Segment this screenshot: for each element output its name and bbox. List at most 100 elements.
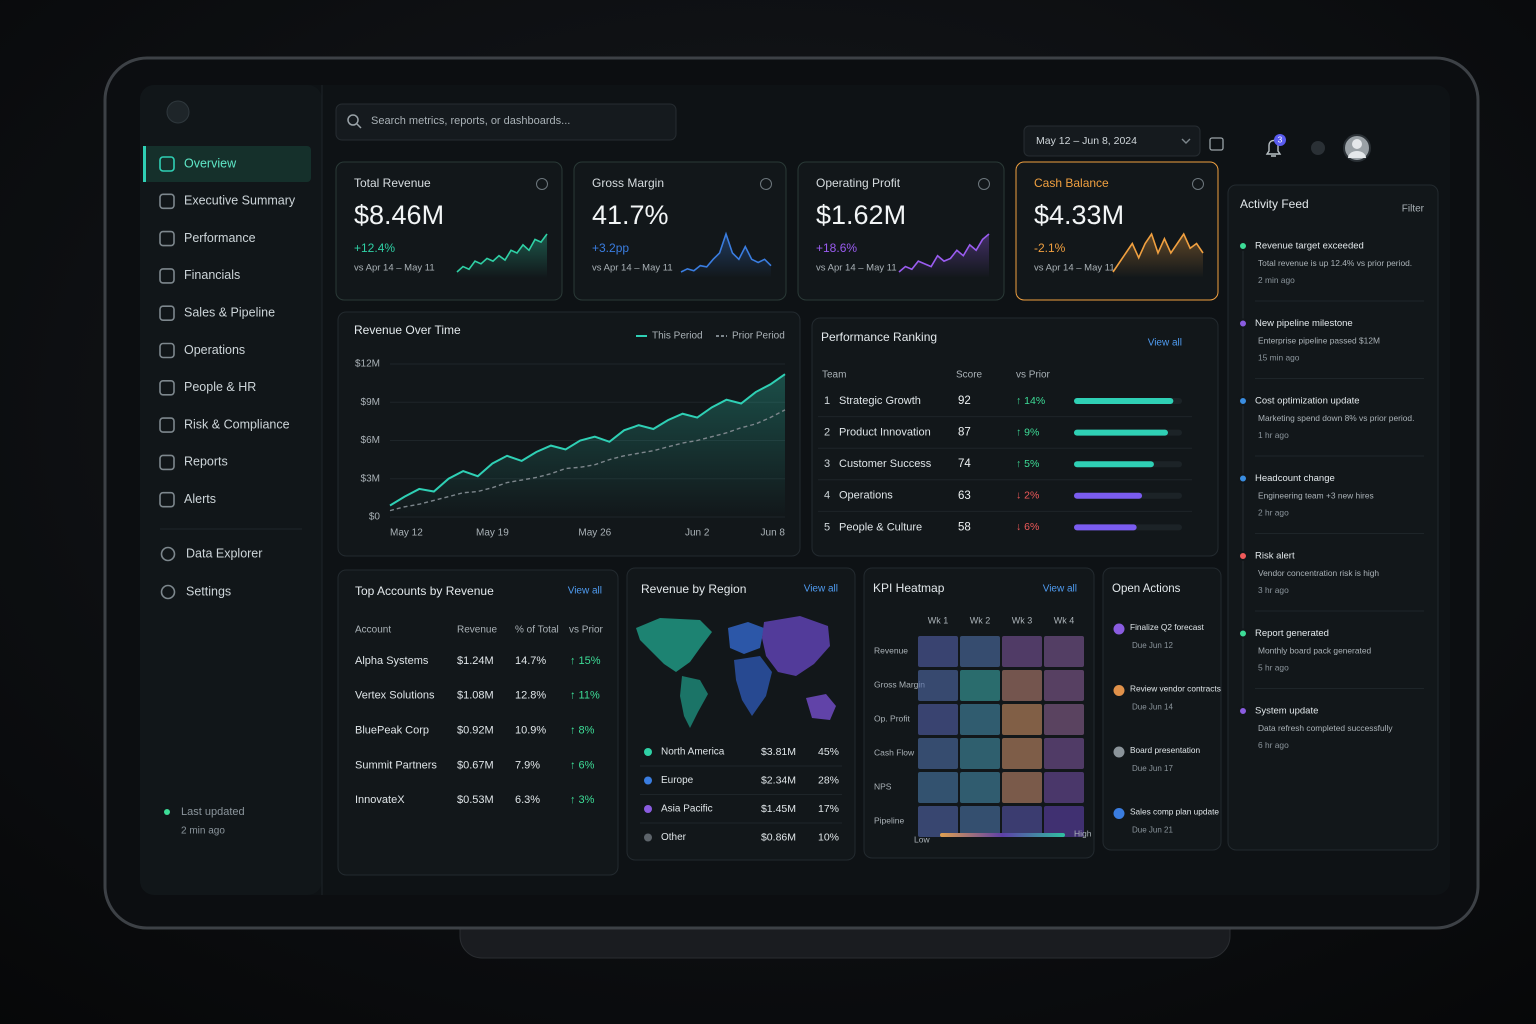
heatmap-cell — [960, 772, 1000, 803]
account-share: 12.8% — [515, 690, 546, 702]
vs-prior: ↑ 5% — [1016, 458, 1039, 470]
heatmap-cell — [1002, 806, 1042, 837]
region-name: Other — [661, 832, 687, 843]
kpi-compare: vs Apr 14 – May 11 — [816, 263, 897, 274]
action-title[interactable]: Board presentation — [1130, 745, 1200, 755]
nav-item[interactable]: Executive Summary — [184, 194, 296, 208]
action-title[interactable]: Review vendor contracts — [1130, 684, 1221, 694]
dropdown-chevron — [1181, 138, 1191, 144]
score: 58 — [958, 521, 971, 533]
timeline-dot — [1238, 241, 1248, 251]
timeline-dot — [1238, 396, 1248, 406]
heatmap-row: Op. Profit — [874, 713, 911, 723]
view-all-link[interactable]: View all — [1148, 338, 1182, 349]
activity-time: 2 hr ago — [1258, 508, 1289, 518]
panel-title: Open Actions — [1112, 583, 1181, 595]
account-vs-prior: ↑ 11% — [570, 690, 600, 702]
accounts-panel — [337, 569, 619, 876]
nav-item[interactable]: Reports — [184, 455, 228, 469]
avatar-head — [1352, 139, 1362, 149]
timeline-dot — [1238, 706, 1248, 716]
nav-item[interactable]: Operations — [184, 343, 245, 357]
account-revenue: $0.53M — [457, 794, 494, 806]
rank: 3 — [824, 458, 830, 470]
nav-item[interactable]: Financials — [184, 268, 240, 282]
heatmap-row: Revenue — [874, 645, 908, 655]
account-share: 14.7% — [515, 655, 546, 667]
column-header: Account — [355, 625, 391, 636]
actions-panel — [1102, 567, 1222, 851]
x-tick-label: May 12 — [390, 528, 423, 539]
nav-item[interactable]: Settings — [186, 584, 231, 598]
account-revenue: $1.08M — [457, 690, 494, 702]
notification-count: 3 — [1278, 136, 1283, 145]
kpi-title: Total Revenue — [354, 176, 431, 190]
action-due: Due Jun 12 — [1132, 641, 1173, 650]
column-header: Score — [956, 370, 983, 381]
action-due: Due Jun 17 — [1132, 764, 1173, 773]
panel-title: Activity Feed — [1240, 197, 1309, 211]
logo — [166, 100, 190, 124]
panel-title: Top Accounts by Revenue — [355, 584, 494, 598]
nav-icon — [160, 546, 176, 562]
activity-detail: Engineering team +3 new hires — [1258, 491, 1374, 501]
score: 63 — [958, 490, 971, 502]
filter-button[interactable]: Filter — [1402, 204, 1425, 215]
region-name: Europe — [661, 775, 694, 786]
account-vs-prior: ↑ 3% — [570, 794, 595, 806]
y-tick-label: $12M — [355, 359, 380, 370]
activity-time: 3 hr ago — [1258, 585, 1289, 595]
panel-title: KPI Heatmap — [873, 581, 945, 595]
activity-detail: Marketing spend down 8% vs prior period. — [1258, 413, 1414, 423]
view-all-link[interactable]: View all — [804, 584, 838, 595]
world-map — [636, 616, 836, 728]
nav-item[interactable]: Performance — [184, 231, 256, 245]
activity-title: Revenue target exceeded — [1255, 241, 1364, 252]
panel-title: Revenue by Region — [641, 582, 746, 596]
heatmap-cell — [918, 704, 958, 735]
action-title[interactable]: Finalize Q2 forecast — [1130, 622, 1204, 632]
rank: 2 — [824, 427, 830, 439]
search-placeholder: Search metrics, reports, or dashboards..… — [371, 115, 570, 127]
kpi-value: 41.7% — [592, 200, 669, 230]
region-share: 28% — [818, 774, 839, 786]
sparkline-area — [899, 234, 989, 278]
heatmap-cell — [918, 806, 958, 837]
nav-item[interactable]: Sales & Pipeline — [184, 305, 275, 319]
search-icon — [347, 114, 359, 126]
kpi-delta: +12.4% — [354, 241, 395, 255]
account-revenue: $0.92M — [457, 725, 494, 737]
nav-icon — [159, 379, 175, 396]
region-share: 17% — [818, 803, 839, 815]
score-bar — [1074, 492, 1143, 499]
alerts-button[interactable] — [1311, 141, 1325, 155]
column-header: % of Total — [515, 625, 559, 636]
info-icon — [978, 178, 990, 190]
x-tick-label: Jun 8 — [761, 528, 786, 539]
heatmap-row: Gross Margin — [874, 679, 925, 689]
region-dot — [644, 748, 652, 756]
y-tick-label: $3M — [361, 473, 380, 484]
account-vs-prior: ↑ 6% — [570, 759, 595, 771]
search-box[interactable] — [335, 103, 677, 141]
nav-item[interactable]: Overview — [184, 156, 237, 170]
nav-item[interactable]: Data Explorer — [186, 546, 262, 560]
date-range-picker[interactable] — [1023, 125, 1201, 157]
calendar-button[interactable] — [1209, 137, 1224, 151]
heatmap-cell — [1044, 670, 1084, 701]
nav-item[interactable]: Alerts — [184, 492, 216, 506]
info-icon — [536, 178, 548, 190]
nav-icon — [159, 230, 175, 247]
heatmap-cell — [1002, 704, 1042, 735]
column-header: Team — [822, 370, 846, 381]
view-all-link[interactable]: View all — [568, 586, 602, 597]
nav-item[interactable]: People & HR — [184, 380, 256, 394]
nav-item[interactable]: Risk & Compliance — [184, 417, 290, 431]
x-tick-label: May 19 — [476, 528, 509, 539]
view-all-link[interactable]: View all — [1043, 584, 1077, 595]
legend-label: This Period — [652, 331, 703, 342]
action-title[interactable]: Sales comp plan update — [1130, 807, 1219, 817]
activity-time: 6 hr ago — [1258, 740, 1289, 750]
heatmap-cell — [1044, 738, 1084, 769]
